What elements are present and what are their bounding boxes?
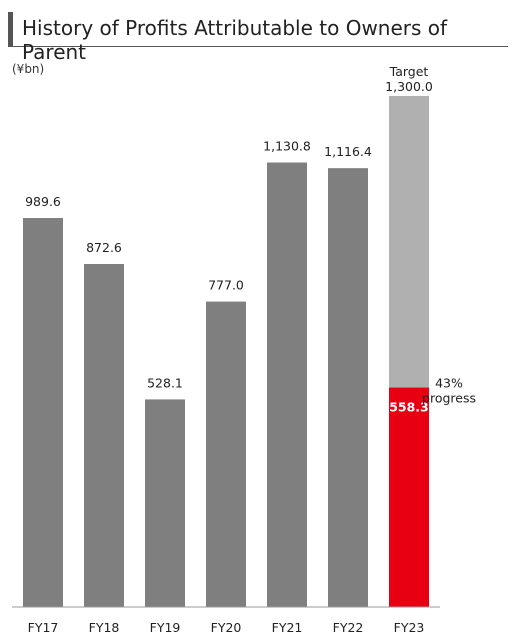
target-bar xyxy=(389,96,429,388)
value-label-fy21: 1,130.8 xyxy=(263,139,311,154)
chart-title: History of Profits Attributable to Owner… xyxy=(22,16,448,64)
value-label-fy20: 777.0 xyxy=(208,278,244,293)
title-bar: History of Profits Attributable to Owner… xyxy=(8,12,508,64)
value-label-fy22: 1,116.4 xyxy=(324,144,372,159)
progress-percent-label: 43% xyxy=(435,376,463,391)
bar-fy18 xyxy=(84,264,124,607)
x-tick-label-fy22: FY22 xyxy=(333,620,364,635)
target-label: Target xyxy=(389,64,429,79)
x-tick-label-fy18: FY18 xyxy=(89,620,120,635)
progress-text-label: progress xyxy=(422,391,476,406)
title-accent xyxy=(8,12,13,46)
value-label-fy17: 989.6 xyxy=(25,194,61,209)
value-label-fy18: 872.6 xyxy=(86,240,122,255)
x-tick-label-fy17: FY17 xyxy=(28,620,59,635)
x-tick-label-fy23: FY23 xyxy=(394,620,425,635)
target-value-label: 1,300.0 xyxy=(385,79,433,94)
bar-fy17 xyxy=(23,218,63,607)
bar-fy20 xyxy=(206,301,246,607)
x-tick-label-fy19: FY19 xyxy=(150,620,181,635)
x-tick-label-fy21: FY21 xyxy=(272,620,303,635)
x-tick-label-fy20: FY20 xyxy=(211,620,242,635)
progress-bar xyxy=(389,387,429,607)
bar-fy22 xyxy=(328,168,368,607)
bar-fy21 xyxy=(267,162,307,608)
progress-value-label: 558.3 xyxy=(389,400,429,415)
value-label-fy19: 528.1 xyxy=(147,375,183,390)
unit-label: (¥bn) xyxy=(12,62,44,76)
bar-fy19 xyxy=(145,399,185,607)
